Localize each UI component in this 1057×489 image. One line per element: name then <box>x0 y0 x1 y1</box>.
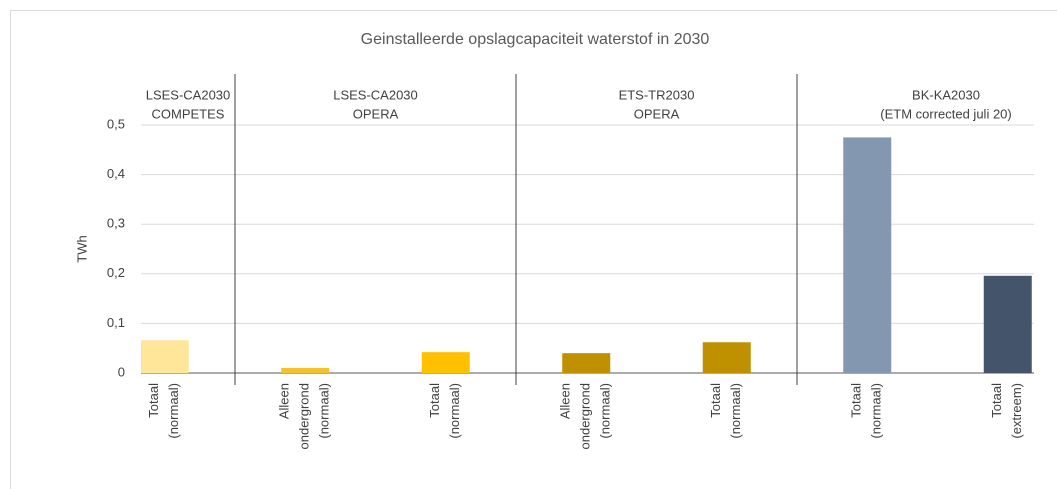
chart-title: Geinstalleerde opslagcapaciteit watersto… <box>361 31 710 48</box>
bar <box>983 275 1032 373</box>
x-tick-label: (normaal) <box>317 383 332 439</box>
x-tick-label: Alleen <box>558 383 573 419</box>
group-label: OPERA <box>634 106 680 121</box>
bar <box>281 368 330 373</box>
bar <box>843 137 892 373</box>
x-tick-label: Totaal <box>427 383 442 418</box>
group-label: LSES-CA2030 <box>333 87 418 102</box>
x-tick-label: Totaal <box>849 383 864 418</box>
x-tick-label: Alleen <box>277 383 292 419</box>
x-tick-label: (normaal) <box>869 383 884 439</box>
x-tick-label: Totaal <box>146 383 161 418</box>
x-tick-label: Totaal <box>989 383 1004 418</box>
x-tick-label: (normaal) <box>598 383 613 439</box>
bar <box>702 342 751 373</box>
bar <box>421 352 470 373</box>
y-tick-label: 0,3 <box>107 216 125 231</box>
x-tick-label: ondergrond <box>578 383 593 450</box>
y-tick-label: 0,5 <box>107 116 125 131</box>
y-tick-label: 0 <box>118 364 125 379</box>
x-tick-label: Totaal <box>708 383 723 418</box>
group-label: (ETM corrected juli 20) <box>880 106 1011 121</box>
y-tick-label: 0,1 <box>107 315 125 330</box>
y-tick-label: 0,4 <box>107 166 125 181</box>
bar <box>562 353 611 373</box>
group-label: LSES-CA2030 <box>146 87 231 102</box>
x-tick-label: (normaal) <box>166 383 181 439</box>
y-tick-label: 0,2 <box>107 265 125 280</box>
x-tick-label: (extreem) <box>1009 383 1024 439</box>
group-label: BK-KA2030 <box>912 87 980 102</box>
bar <box>141 340 189 373</box>
group-label: COMPETES <box>152 106 225 121</box>
group-label: OPERA <box>353 106 399 121</box>
x-tick-label: ondergrond <box>297 383 312 450</box>
y-axis-label: TWh <box>74 235 89 262</box>
x-tick-label: (normaal) <box>447 383 462 439</box>
group-label: ETS-TR2030 <box>619 87 695 102</box>
x-tick-label: (normaal) <box>728 383 743 439</box>
